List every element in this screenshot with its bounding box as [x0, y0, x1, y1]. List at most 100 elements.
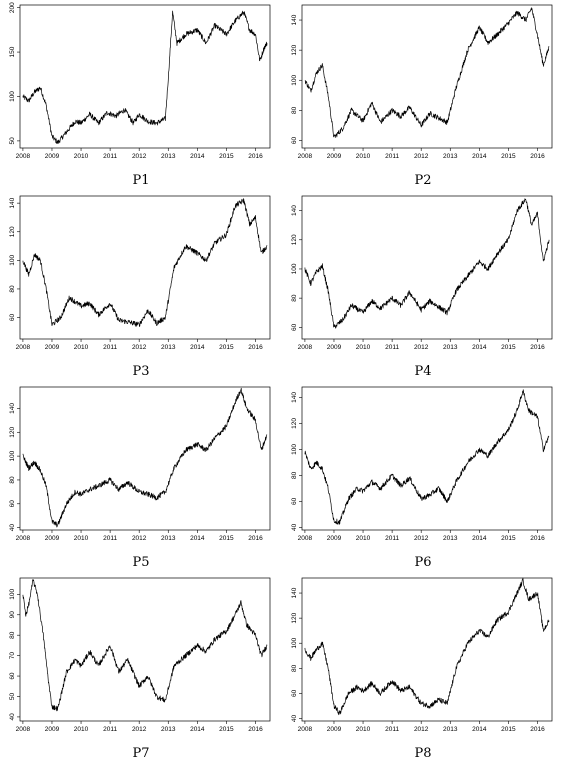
- x-tick-label: 2010: [74, 153, 89, 160]
- y-tick-label: 140: [9, 403, 16, 414]
- x-tick-label: 2015: [501, 726, 516, 733]
- y-tick-label: 60: [9, 314, 16, 322]
- series-line: [304, 198, 550, 329]
- chart-panel-p5: 2008 2009 2010 2011 2012 2013 2014 2015 2016 40 60…: [0, 382, 282, 573]
- x-tick-label: 2011: [385, 153, 399, 160]
- x-tick-label: 2014: [190, 344, 205, 351]
- y-tick-label: 80: [291, 294, 298, 302]
- x-tick-label: 2008: [16, 726, 31, 733]
- x-tick-label: 2008: [16, 153, 31, 160]
- x-tick-label: 2014: [190, 726, 205, 733]
- x-tick-label: 2010: [356, 153, 371, 160]
- y-tick-label: 60: [291, 689, 298, 697]
- y-tick-label: 100: [291, 444, 298, 455]
- chart-svg: 2008 2009 2010 2011 2012 2013 2014 2015 2016 60 80…: [291, 4, 553, 160]
- x-tick-label: 2013: [443, 535, 458, 542]
- series-line: [304, 577, 550, 716]
- plot-frame: [19, 4, 271, 149]
- x-tick-label: 2015: [501, 153, 516, 160]
- y-tick-label: 120: [291, 612, 298, 623]
- x-tick-label: 2009: [45, 344, 60, 351]
- y-tick-label: 100: [9, 589, 16, 600]
- y-tick-label: 60: [291, 497, 298, 505]
- y-tick-label: 80: [9, 631, 16, 639]
- x-tick-label: 2014: [472, 535, 487, 542]
- y-tick-label: 60: [9, 500, 16, 508]
- y-tick-label: 80: [291, 664, 298, 672]
- x-tick-label: 2009: [327, 535, 342, 542]
- chart-svg: 2008 2009 2010 2011 2012 2013 2014 2015 2016 50 10…: [9, 2, 271, 160]
- y-tick-label: 60: [291, 323, 298, 331]
- chart-svg: 2008 2009 2010 2011 2012 2013 2014 2015 2016 40 60…: [291, 577, 553, 733]
- x-tick-label: 2011: [385, 344, 399, 351]
- series-line: [304, 7, 550, 138]
- x-tick-label: 2009: [327, 344, 342, 351]
- y-tick-label: 140: [291, 14, 298, 25]
- y-tick-label: 140: [291, 392, 298, 403]
- chart-panel-p3: 2008 2009 2010 2011 2012 2013 2014 2015 2016 60 80…: [0, 191, 282, 382]
- x-tick-label: 2016: [248, 535, 263, 542]
- plot-frame: [19, 386, 271, 531]
- x-tick-label: 2016: [248, 344, 263, 351]
- x-tick-label: 2010: [74, 726, 89, 733]
- x-tick-label: 2009: [45, 535, 60, 542]
- series-line: [22, 387, 268, 528]
- y-tick-label: 140: [291, 205, 298, 216]
- y-tick-label: 40: [291, 523, 298, 531]
- x-tick-label: 2016: [530, 344, 545, 351]
- x-tick-label: 2013: [161, 726, 176, 733]
- y-tick-label: 80: [9, 476, 16, 484]
- y-tick-label: 120: [291, 418, 298, 429]
- x-tick-label: 2013: [161, 344, 176, 351]
- x-tick-label: 2009: [45, 153, 60, 160]
- x-tick-label: 2013: [161, 535, 176, 542]
- x-tick-label: 2016: [530, 535, 545, 542]
- y-tick-label: 50: [9, 692, 16, 700]
- chart-panel-p7: 2008 2009 2010 2011 2012 2013 2014 2015 2016 40 50…: [0, 573, 282, 764]
- x-tick-label: 2008: [298, 153, 313, 160]
- plot-frame: [19, 195, 271, 340]
- y-tick-label: 100: [291, 637, 298, 648]
- y-tick-label: 100: [9, 91, 16, 102]
- x-tick-label: 2012: [132, 535, 147, 542]
- x-tick-label: 2015: [501, 344, 516, 351]
- y-tick-label: 120: [291, 44, 298, 55]
- x-tick-label: 2011: [385, 535, 399, 542]
- y-tick-label: 100: [9, 255, 16, 266]
- y-tick-label: 40: [291, 714, 298, 722]
- y-tick-label: 40: [9, 524, 16, 532]
- x-tick-label: 2009: [45, 726, 60, 733]
- x-tick-label: 2010: [74, 535, 89, 542]
- x-tick-label: 2010: [356, 344, 371, 351]
- y-tick-label: 80: [9, 285, 16, 293]
- x-tick-label: 2012: [414, 344, 429, 351]
- x-tick-label: 2011: [103, 726, 117, 733]
- y-tick-label: 120: [291, 234, 298, 245]
- y-tick-label: 200: [9, 2, 16, 13]
- x-tick-label: 2016: [530, 153, 545, 160]
- x-tick-label: 2014: [190, 535, 205, 542]
- chart-title: P3: [132, 364, 150, 379]
- chart-title: P7: [132, 746, 150, 761]
- chart-svg: 2008 2009 2010 2011 2012 2013 2014 2015 2016 60 80…: [9, 195, 271, 351]
- y-tick-label: 120: [9, 226, 16, 237]
- x-tick-label: 2011: [103, 153, 117, 160]
- y-tick-label: 140: [291, 587, 298, 598]
- chart-svg: 2008 2009 2010 2011 2012 2013 2014 2015 2016 60 80…: [291, 195, 553, 351]
- plot-frame: [301, 577, 553, 722]
- x-tick-label: 2013: [443, 726, 458, 733]
- x-tick-label: 2013: [443, 344, 458, 351]
- x-tick-label: 2014: [472, 726, 487, 733]
- chart-panel-p4: 2008 2009 2010 2011 2012 2013 2014 2015 2016 60 80…: [282, 191, 564, 382]
- x-tick-label: 2008: [298, 726, 313, 733]
- chart-panel-p6: 2008 2009 2010 2011 2012 2013 2014 2015 2016 40 60…: [282, 382, 564, 573]
- x-tick-label: 2014: [472, 153, 487, 160]
- x-tick-label: 2011: [103, 344, 117, 351]
- chart-title: P1: [132, 173, 150, 188]
- x-tick-label: 2016: [248, 726, 263, 733]
- chart-panel-p8: 2008 2009 2010 2011 2012 2013 2014 2015 2016 40 60…: [282, 573, 564, 764]
- y-tick-label: 70: [9, 652, 16, 660]
- x-tick-label: 2012: [414, 153, 429, 160]
- y-tick-label: 80: [291, 106, 298, 114]
